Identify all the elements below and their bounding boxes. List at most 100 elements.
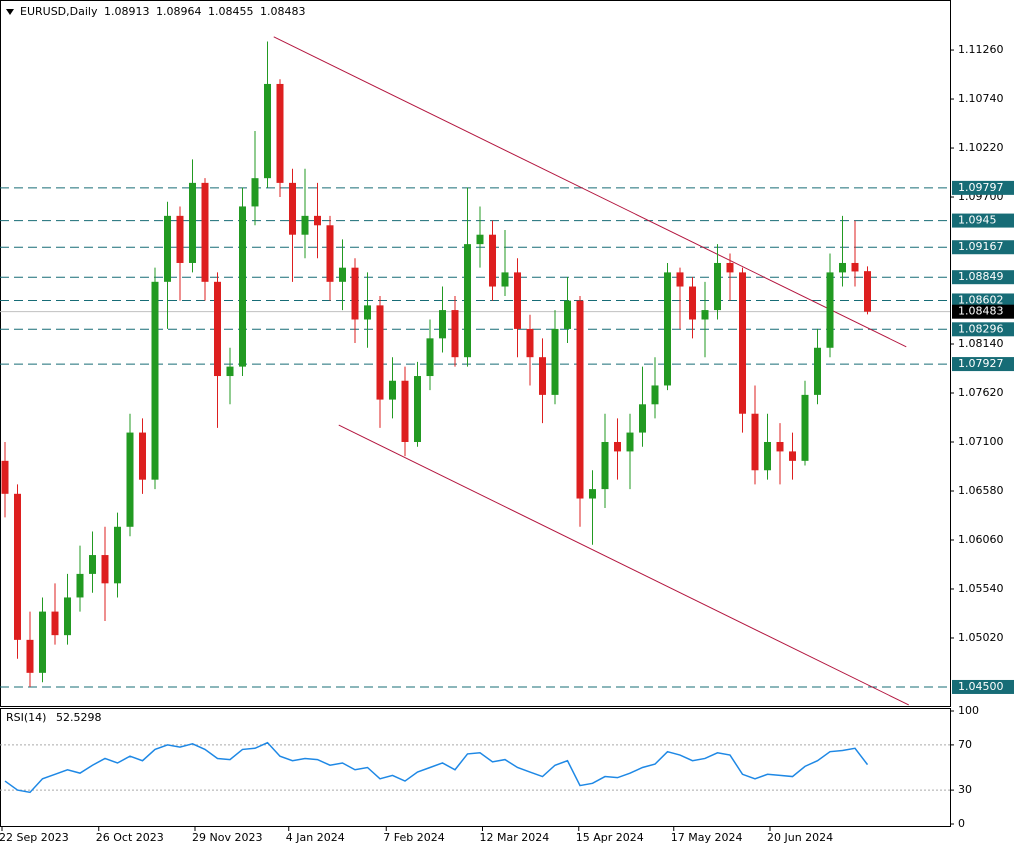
candle-body [501,272,509,287]
rsi-pane [0,708,951,827]
candle-body [589,489,596,499]
y-tick-label: 1.05540 [958,582,1004,595]
rsi-line [4,741,869,794]
candle-body [164,215,171,282]
candle-body [751,413,759,471]
trendline [273,36,907,348]
candle-body [576,300,584,499]
candle-body [614,441,621,452]
level-text: 1.08849 [958,270,1004,283]
candle-body [564,300,571,329]
y-tick-label: 1.07620 [958,386,1004,399]
level-box [952,679,1014,694]
ohlc-readout: 1.08913 1.08964 1.08455 1.08483 [104,5,306,18]
x-tick-label: 20 Jun 2024 [767,831,833,844]
candle-body [714,262,721,311]
ohlc-value: 1.08483 [260,5,306,18]
level-label: 1.07927 [952,357,1014,372]
rsi-last: 52.5298 [56,711,102,724]
candle-body [139,432,146,480]
candle-body [826,272,834,348]
y-tick-label: 1.10740 [958,92,1004,105]
rsi-name: RSI(14) [6,711,46,724]
symbol: EURUSD,Daily [20,5,98,18]
level-label: 1.04500 [952,679,1014,694]
candle-body [126,432,134,527]
candle-body [451,310,459,358]
candle-body [239,206,246,367]
candle-body [651,385,659,405]
level-box [952,213,1014,228]
candle-body [489,234,496,287]
level-label: 1.09167 [952,240,1014,255]
candle-body [414,376,421,442]
candle-body [276,83,284,183]
candle-body [439,310,446,339]
candle-body [364,305,371,320]
candle-body [251,178,259,207]
rsi-tick-label: 70 [958,738,972,751]
y-tick-label: 1.06580 [958,484,1004,497]
candle-body [539,357,546,395]
candle-body [64,597,71,636]
candle-body [226,366,234,377]
candle-body [14,493,21,640]
y-tick-label: 1.11260 [958,43,1004,56]
candle-body [776,441,784,452]
candle-body [551,328,559,395]
rsi-tick-label: 30 [958,783,972,796]
candle-body [851,262,859,272]
level-text: 1.04500 [958,680,1004,693]
candle-body [814,347,821,395]
y-tick-label: 1.05020 [958,631,1004,644]
level-box [952,270,1014,285]
candle-body [189,182,196,263]
candle-body [801,394,809,461]
candle-body [639,404,646,433]
candle-body [201,182,209,282]
level-label: 1.08602 [952,293,1014,308]
candle-body [426,338,434,377]
x-tick-label: 7 Feb 2024 [383,831,444,844]
level-text: 1.08602 [958,293,1004,306]
x-tick-label: 26 Oct 2023 [96,831,164,844]
candle-body [76,573,84,598]
x-tick-label: 15 Apr 2024 [576,831,644,844]
ohlc-value: 1.08964 [156,5,202,18]
candle-body [101,555,109,584]
candle-body [476,234,484,245]
ohlc-value: 1.08913 [104,5,150,18]
level-box [952,240,1014,255]
candle-body [626,432,634,452]
candle-body [839,262,846,273]
x-tick-label: 29 Nov 2023 [192,831,262,844]
x-tick-label: 22 Sep 2023 [0,831,69,844]
candle-body [376,305,384,400]
candle-body [51,611,59,636]
level-text: 1.09797 [958,181,1004,194]
candle-body [726,262,734,273]
level-label: 1.0945 [952,213,1014,228]
candle-body [514,272,521,329]
candle-body [689,286,696,320]
candle-body [764,441,771,471]
level-text: 1.07927 [958,357,1004,370]
candle-body [301,215,309,235]
level-label: 1.08296 [952,322,1014,337]
x-tick-label: 17 May 2024 [671,831,743,844]
candle-body [314,215,321,226]
candle-body [214,281,221,377]
rsi-tick-label: 100 [958,704,979,717]
candle-body [39,611,46,673]
candle-body [739,272,746,414]
level-text: 1.0945 [958,214,997,227]
candle-body [676,272,684,287]
candle-body [1,460,9,494]
candle-body [464,244,471,358]
candle-body [289,182,296,235]
menu-triangle [6,9,14,15]
level-text: 1.09167 [958,240,1004,253]
candle-body [789,451,796,461]
level-box [952,357,1014,372]
level-box [952,293,1014,308]
